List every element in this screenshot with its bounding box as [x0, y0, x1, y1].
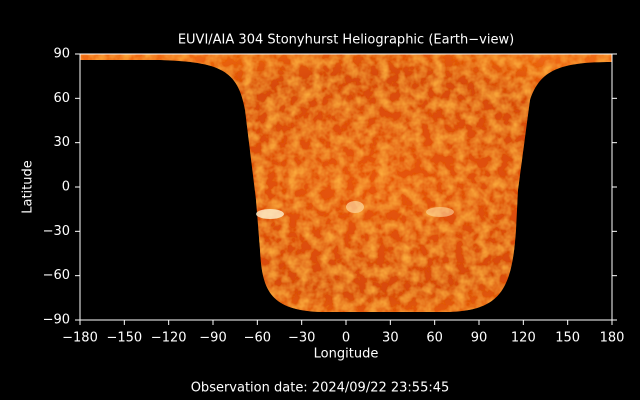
chart-title: EUVI/AIA 304 Stonyhurst Heliographic (Ea…: [178, 33, 514, 48]
x-tick-label: −90: [199, 331, 226, 346]
bright-region: [426, 207, 454, 217]
x-tick-label: 120: [511, 331, 536, 346]
x-tick-label: 60: [426, 331, 443, 346]
x-tick-label: −120: [151, 331, 187, 346]
x-tick-label: 0: [342, 331, 350, 346]
y-tick-label: 30: [53, 135, 70, 150]
y-tick-label: −30: [43, 224, 70, 239]
bright-region: [256, 209, 284, 219]
x-tick-label: −150: [106, 331, 142, 346]
solar-image: [80, 54, 612, 312]
x-tick-label: −30: [288, 331, 315, 346]
y-tick-label: 90: [53, 47, 70, 62]
x-tick-label: 180: [600, 331, 625, 346]
x-tick-label: 150: [555, 331, 580, 346]
y-axis-label: Latitude: [21, 160, 36, 214]
y-tick-label: −60: [43, 268, 70, 283]
x-axis-label: Longitude: [314, 347, 379, 362]
bright-region: [346, 201, 364, 213]
observation-date: Observation date: 2024/09/22 23:55:45: [191, 381, 450, 396]
y-tick-label: −90: [43, 313, 70, 328]
x-tick-label: −180: [62, 331, 98, 346]
x-tick-label: 30: [382, 331, 399, 346]
y-tick-label: 0: [62, 180, 70, 195]
x-tick-label: −60: [244, 331, 271, 346]
y-tick-label: 60: [53, 91, 70, 106]
x-tick-label: 90: [471, 331, 488, 346]
